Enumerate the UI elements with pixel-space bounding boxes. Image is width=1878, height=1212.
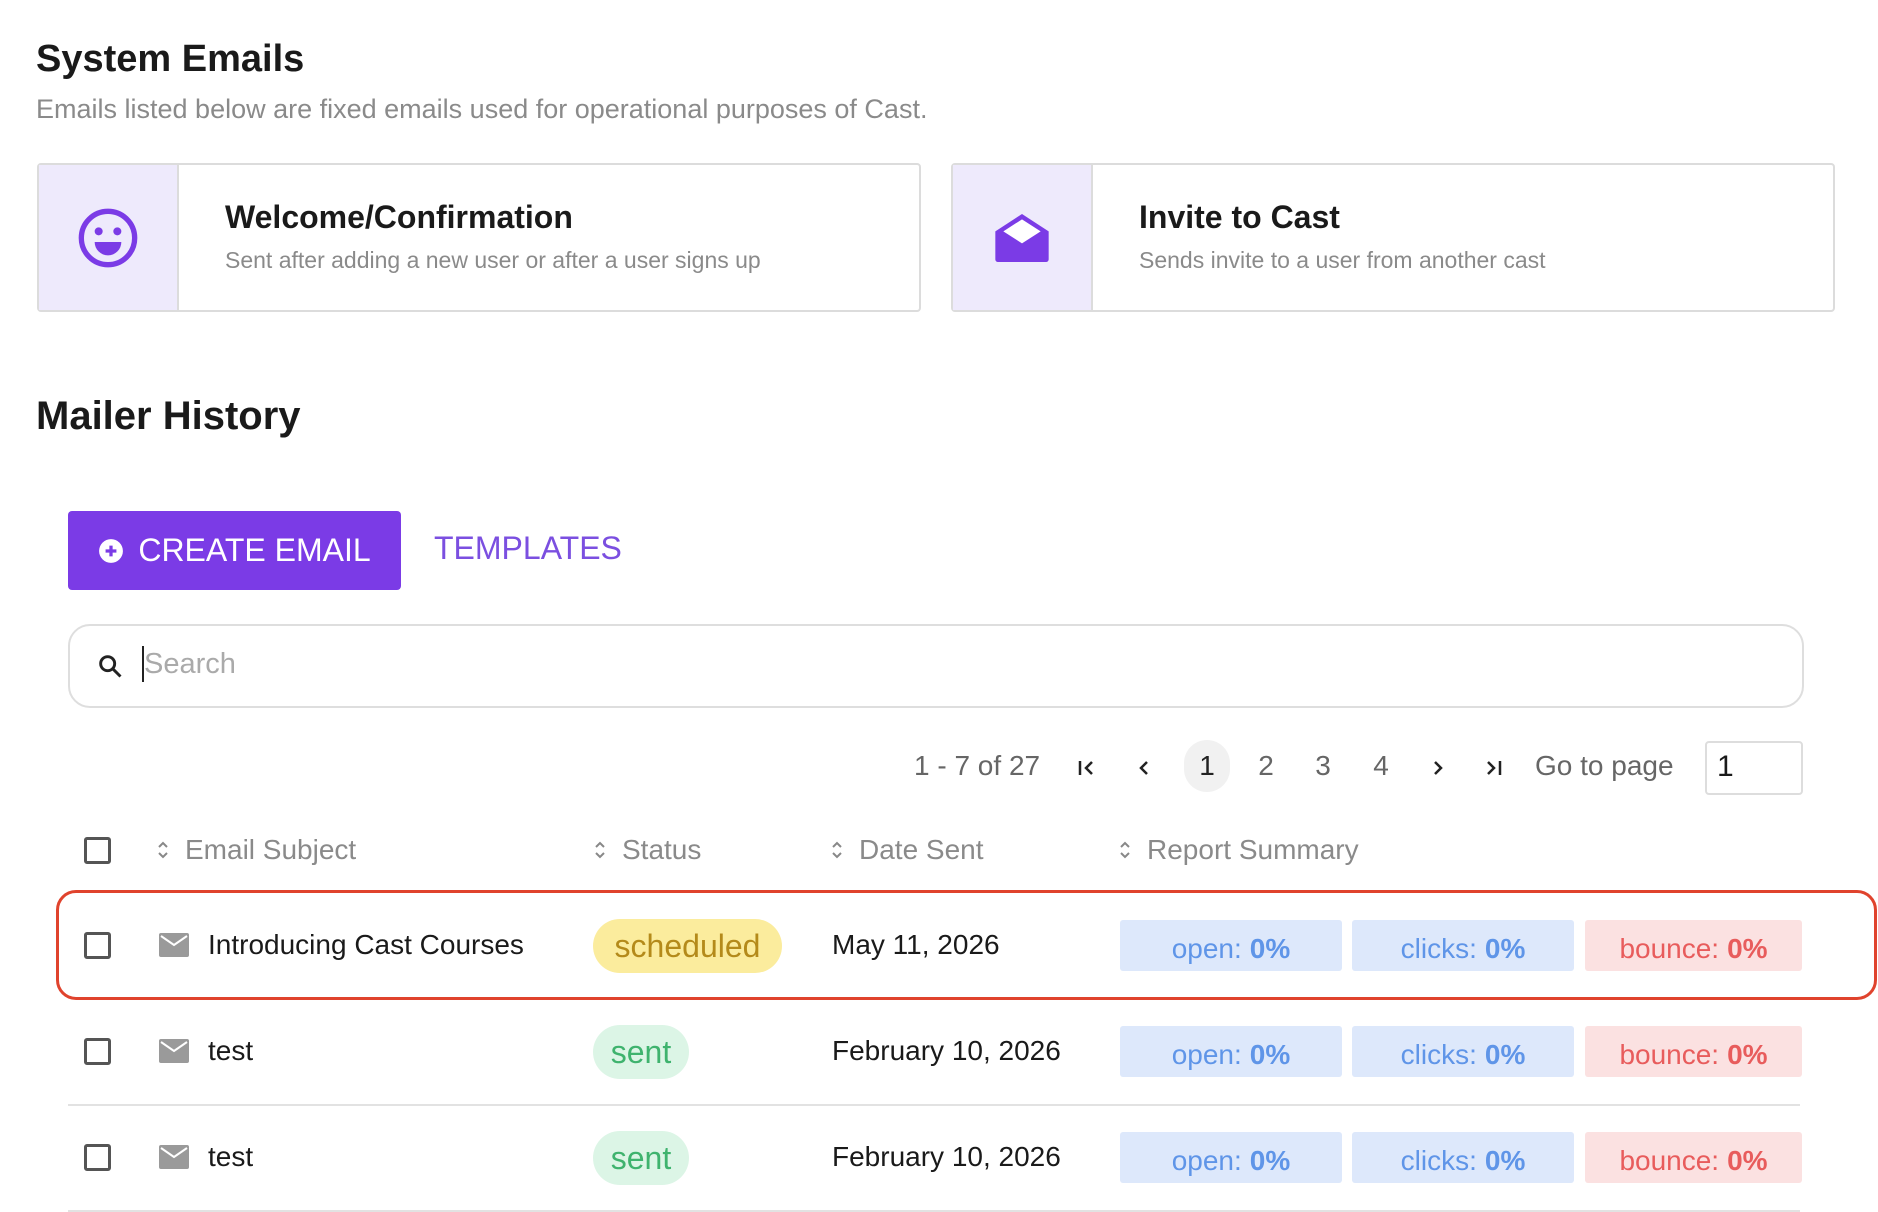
column-header[interactable]: Status	[622, 834, 702, 865]
row-checkbox[interactable]	[84, 1144, 111, 1171]
sort-icon[interactable]	[156, 838, 170, 867]
date-sent: February 10, 2026	[832, 1141, 1061, 1172]
plus-icon	[99, 538, 124, 563]
column-header[interactable]: Email Subject	[185, 834, 357, 865]
report-chip: bounce: 0%	[1585, 1026, 1802, 1077]
report-chip: open: 0%	[1120, 1026, 1342, 1077]
row-divider	[68, 1104, 1800, 1106]
highlight-annotation	[56, 890, 1877, 1000]
page-input[interactable]: 1	[1705, 741, 1803, 795]
report-label: clicks:	[1400, 1039, 1477, 1070]
system-email-card[interactable]: Welcome/Confirmation Sent after adding a…	[37, 163, 921, 312]
report-chip: clicks: 0%	[1352, 1026, 1574, 1077]
card-title: Welcome/Confirmation	[225, 199, 573, 235]
page-number[interactable]: 1	[1184, 740, 1230, 792]
prev-page[interactable]	[1132, 756, 1156, 780]
report-label: clicks:	[1400, 1145, 1477, 1176]
button-label: CREATE EMAIL	[138, 532, 371, 568]
card-description: Sent after adding a new user or after a …	[225, 247, 761, 273]
open-envelope-icon	[995, 213, 1049, 262]
templates-button[interactable]: TEMPLATES	[434, 530, 622, 566]
report-label: bounce:	[1619, 933, 1720, 964]
card-icon	[953, 165, 1093, 310]
create-email-button[interactable]: CREATE EMAIL	[68, 511, 401, 590]
report-chip: bounce: 0%	[1585, 1132, 1802, 1183]
report-label: bounce:	[1619, 1145, 1720, 1176]
sort-icon[interactable]	[830, 838, 844, 867]
report-chip: clicks: 0%	[1352, 1132, 1574, 1183]
page-number[interactable]: 4	[1373, 750, 1389, 781]
search-box[interactable]: Search	[68, 624, 1804, 708]
row-checkbox[interactable]	[84, 932, 111, 959]
report-value: 0%	[1727, 1145, 1768, 1176]
card-title: Invite to Cast	[1139, 199, 1340, 235]
page-number[interactable]: 2	[1258, 750, 1274, 781]
report-chip: open: 0%	[1120, 1132, 1342, 1183]
date-sent: May 11, 2026	[832, 929, 1000, 960]
search-placeholder: Search	[144, 648, 236, 680]
status-pill: scheduled	[593, 919, 782, 973]
email-subject[interactable]: test	[208, 1035, 254, 1066]
first-page[interactable]	[1074, 756, 1098, 780]
row-checkbox[interactable]	[84, 1038, 111, 1065]
report-label: open:	[1171, 1145, 1242, 1176]
section-subtitle: Emails listed below are fixed emails use…	[36, 94, 928, 124]
card-icon	[39, 165, 179, 310]
mail-icon	[158, 932, 190, 963]
section-title: System Emails	[36, 38, 305, 80]
page-number[interactable]: 3	[1315, 750, 1331, 781]
row-divider	[68, 1210, 1800, 1212]
report-chip: open: 0%	[1120, 920, 1342, 971]
email-subject[interactable]: Introducing Cast Courses	[208, 929, 524, 960]
page-input-value: 1	[1717, 750, 1734, 783]
report-value: 0%	[1249, 1039, 1291, 1070]
sort-icon[interactable]	[1118, 838, 1132, 867]
report-label: open:	[1171, 933, 1242, 964]
report-value: 0%	[1484, 933, 1526, 964]
date-sent: February 10, 2026	[832, 1035, 1061, 1066]
go-to-page-label: Go to page	[1535, 750, 1674, 781]
sort-icon[interactable]	[593, 838, 607, 867]
system-email-card[interactable]: Invite to Cast Sends invite to a user fr…	[951, 163, 1835, 312]
column-header[interactable]: Report Summary	[1147, 834, 1359, 865]
mail-icon	[158, 1038, 190, 1069]
email-subject[interactable]: test	[208, 1141, 254, 1172]
status-pill: sent	[593, 1025, 689, 1079]
report-label: clicks:	[1400, 933, 1477, 964]
status-pill: sent	[593, 1131, 689, 1185]
card-description: Sends invite to a user from another cast	[1139, 247, 1546, 273]
report-value: 0%	[1484, 1039, 1526, 1070]
next-page[interactable]	[1426, 756, 1450, 780]
report-value: 0%	[1249, 1145, 1291, 1176]
caret	[142, 646, 144, 682]
report-value: 0%	[1249, 933, 1291, 964]
report-value: 0%	[1727, 1039, 1768, 1070]
report-chip: clicks: 0%	[1352, 920, 1574, 971]
report-label: open:	[1171, 1039, 1242, 1070]
report-chip: bounce: 0%	[1585, 920, 1802, 971]
search-icon	[99, 655, 122, 678]
section-title: Mailer History	[36, 394, 301, 438]
report-value: 0%	[1727, 933, 1768, 964]
mail-icon	[158, 1144, 190, 1175]
report-value: 0%	[1484, 1145, 1526, 1176]
column-header[interactable]: Date Sent	[859, 834, 984, 865]
last-page[interactable]	[1482, 756, 1506, 780]
select-all-checkbox[interactable]	[84, 837, 111, 864]
report-label: bounce:	[1619, 1039, 1720, 1070]
pagination-range: 1 - 7 of 27	[914, 750, 1041, 781]
smiley-icon	[78, 208, 138, 267]
